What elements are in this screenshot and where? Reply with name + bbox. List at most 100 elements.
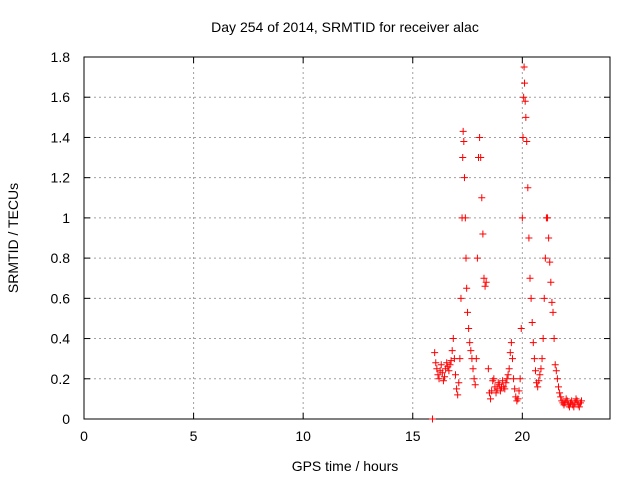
axis-ticks [83,56,610,420]
data-point [478,194,486,202]
data-point [464,308,472,316]
data-point [519,133,527,141]
data-point [488,387,496,395]
data-point [456,355,464,363]
data-point [520,63,528,71]
data-point [514,395,522,403]
data-point [541,254,549,262]
data-point [479,230,487,238]
data-point [472,355,480,363]
data-point [467,347,475,355]
data-point [554,383,562,391]
data-point [484,365,492,373]
data-point [578,397,586,405]
x-axis-label: GPS time / hours [292,458,399,474]
data-point [557,393,565,401]
data-point [524,184,532,192]
y-tick-label: 0.8 [51,250,71,266]
data-point [492,389,500,397]
data-point [437,361,445,369]
data-point [549,308,557,316]
data-point [460,137,468,145]
data-point [552,367,560,375]
data-point [439,377,447,385]
data-point [480,274,488,282]
data-point [531,367,539,375]
data-point [575,403,583,411]
grid [84,57,610,419]
data-point [459,154,467,162]
data-point [461,214,469,222]
data-point [465,325,473,332]
data-point [517,325,525,332]
data-point [482,278,490,286]
data-point [539,335,547,343]
data-point [477,154,485,162]
x-tick-labels: 0 5 10 15 20 [80,428,530,444]
data-point [551,361,559,369]
data-point [502,379,510,387]
y-tick-label: 1.8 [51,49,71,65]
data-point [540,294,548,302]
data-point [438,369,446,377]
data-point [507,339,515,347]
data-point [545,234,553,242]
data-point [431,349,439,357]
data-point [505,365,513,373]
data-point [434,371,442,379]
data-point [476,133,484,141]
data-point [521,79,529,87]
data-point [466,339,474,347]
data-point [538,355,546,363]
data-point [523,137,531,145]
data-point [525,234,533,242]
x-tick-label: 0 [80,428,88,444]
chart-title: Day 254 of 2014, SRMTID for receiver ala… [211,19,479,35]
data-point [462,254,470,262]
data-point [454,391,462,399]
data-point [471,381,479,389]
data-point [515,387,523,395]
data-points [428,63,586,423]
data-point [534,383,542,391]
data-point [530,355,538,363]
data-point [556,389,564,397]
y-axis-label: SRMTID / TECUs [5,183,21,293]
data-point [481,282,489,290]
data-point [432,359,440,367]
data-point [547,278,555,286]
data-point [529,339,537,347]
data-point [504,371,512,379]
y-tick-label: 0.6 [51,290,71,306]
y-tick-label: 1.2 [51,170,71,186]
data-point [503,375,511,383]
x-tick-label: 10 [295,428,311,444]
x-tick-label: 20 [515,428,531,444]
data-point [470,375,478,383]
data-point [528,318,536,326]
data-point [463,284,471,292]
data-point [487,395,495,403]
data-point [506,349,514,357]
data-point [490,375,498,383]
data-point [518,214,526,222]
data-point [446,361,454,369]
data-point [544,214,552,222]
data-point [527,294,535,302]
data-point [496,387,504,395]
data-point [511,385,519,393]
data-point [535,377,543,385]
data-point [553,375,561,383]
data-point [455,379,463,387]
data-point [469,365,477,373]
y-tick-label: 0.4 [51,331,71,347]
data-point [435,375,443,383]
data-point [550,335,558,343]
data-point [449,335,457,343]
data-point [473,254,481,262]
data-point [522,113,530,121]
y-tick-label: 1.6 [51,89,71,105]
data-point [453,385,461,393]
